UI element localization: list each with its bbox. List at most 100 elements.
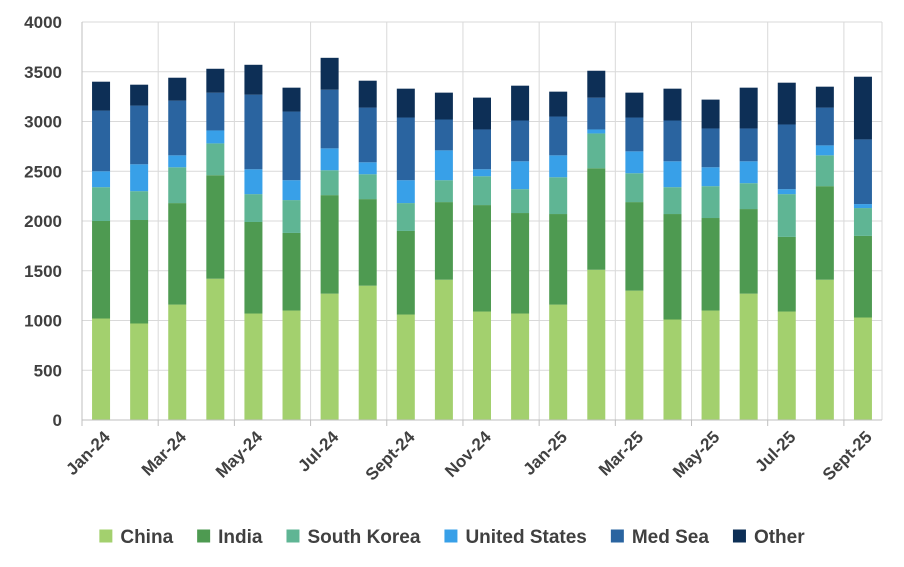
bar-china-jan-24: [92, 318, 111, 420]
legend-item: Med Sea: [610, 527, 710, 548]
legend-label: India: [218, 527, 263, 548]
bar-india-jul-24: [320, 195, 339, 294]
bar-india-dec-24: [511, 213, 530, 314]
bar-south-korea-jun-25: [739, 183, 758, 210]
legend-label: United States: [465, 527, 586, 548]
bar-india-feb-24: [130, 220, 149, 324]
y-tick-label: 1500: [24, 262, 62, 281]
bar-united-states-apr-24: [206, 130, 225, 144]
bar-south-korea-oct-24: [434, 180, 453, 203]
bar-china-aug-25: [815, 279, 834, 420]
bars: [92, 57, 872, 420]
bar-united-states-may-24: [244, 169, 263, 195]
bar-united-states-feb-24: [130, 164, 149, 192]
bar-med-sea-may-25: [701, 128, 720, 168]
bar-united-states-jun-25: [739, 161, 758, 184]
y-tick-label: 1000: [24, 312, 62, 331]
bar-china-sept-24: [396, 314, 415, 420]
bar-united-states-oct-24: [434, 150, 453, 181]
bar-united-states-jul-24: [320, 148, 339, 171]
bar-china-dec-24: [511, 313, 530, 420]
bar-india-apr-25: [663, 214, 682, 320]
bar-other-mar-25: [625, 92, 644, 118]
legend-swatch: [610, 529, 624, 543]
bar-med-sea-may-24: [244, 94, 263, 170]
legend-label: Other: [754, 527, 805, 548]
bar-india-sept-25: [853, 235, 872, 318]
legend-label: Med Sea: [632, 527, 710, 548]
x-tick-label: Sept-24: [362, 427, 419, 484]
bar-med-sea-aug-24: [358, 107, 377, 163]
x-tick-label: May-24: [212, 427, 267, 482]
bar-other-feb-25: [587, 70, 606, 98]
bar-united-states-jul-25: [777, 189, 796, 195]
bar-united-states-may-25: [701, 167, 720, 187]
bar-south-korea-jul-25: [777, 194, 796, 237]
bar-china-nov-24: [473, 311, 491, 420]
legend-item: United States: [444, 527, 587, 548]
bar-south-korea-apr-25: [663, 187, 682, 215]
bar-med-sea-apr-24: [206, 92, 225, 131]
bar-india-may-25: [701, 218, 720, 311]
bar-med-sea-jul-25: [777, 124, 796, 190]
bar-med-sea-nov-24: [473, 129, 491, 170]
legend-item: South Korea: [286, 527, 421, 548]
bar-india-jan-25: [549, 214, 568, 305]
x-tick-label: Jul-25: [751, 427, 799, 475]
legend-swatch: [286, 529, 300, 543]
bar-india-mar-25: [625, 202, 644, 291]
bar-india-feb-25: [587, 168, 606, 270]
bar-china-oct-24: [434, 279, 453, 420]
bar-united-states-aug-24: [358, 162, 377, 175]
y-tick-label: 500: [34, 361, 62, 380]
legend: China India South Korea United States Med Se…: [99, 527, 805, 548]
legend-item: India: [197, 527, 263, 548]
bar-other-sept-24: [396, 88, 415, 118]
bar-south-korea-apr-24: [206, 143, 225, 176]
bar-med-sea-jun-25: [739, 128, 758, 162]
bar-south-korea-jun-24: [282, 200, 301, 233]
bar-china-jun-25: [739, 293, 758, 420]
bar-india-aug-25: [815, 186, 834, 280]
bar-med-sea-jun-24: [282, 111, 301, 181]
bar-china-feb-25: [587, 269, 606, 420]
bar-united-states-feb-25: [587, 129, 606, 134]
bar-india-jun-25: [739, 209, 758, 294]
bar-united-states-jan-25: [549, 155, 568, 178]
bar-united-states-sept-25: [853, 204, 872, 209]
bar-united-states-jan-24: [92, 171, 111, 188]
bar-south-korea-jan-25: [549, 177, 568, 215]
y-tick-label: 2000: [24, 212, 62, 231]
x-tick-label: May-25: [669, 427, 723, 481]
bar-india-jul-25: [777, 236, 796, 312]
bar-south-korea-mar-24: [168, 167, 187, 204]
y-tick-label: 3000: [24, 113, 62, 132]
legend-swatch: [197, 529, 211, 543]
x-tick-label: Mar-25: [595, 427, 647, 479]
bar-united-states-dec-24: [511, 161, 530, 190]
bar-med-sea-jan-24: [92, 110, 111, 172]
bar-south-korea-may-24: [244, 194, 263, 222]
bar-china-jul-24: [320, 293, 339, 420]
bar-med-sea-feb-25: [587, 97, 606, 130]
bar-other-sept-25: [853, 76, 872, 140]
bar-china-may-25: [701, 310, 720, 420]
bar-united-states-mar-24: [168, 155, 187, 168]
y-tick-label: 0: [53, 411, 62, 430]
legend-swatch: [99, 529, 113, 543]
bar-other-may-24: [244, 64, 263, 95]
legend-swatch: [444, 529, 458, 543]
x-tick-label: Mar-24: [138, 427, 191, 480]
bar-china-sept-25: [853, 317, 872, 420]
y-tick-labels: 0 500 1000 1500 2000 2500 3000 3500 4000: [24, 13, 62, 430]
bar-south-korea-feb-24: [130, 191, 149, 221]
bar-south-korea-aug-24: [358, 174, 377, 200]
bar-other-mar-24: [168, 77, 187, 101]
x-tick-label: Jan-24: [62, 427, 114, 479]
bar-med-sea-dec-24: [511, 120, 530, 162]
bar-other-jan-24: [92, 81, 111, 111]
legend-swatch: [732, 529, 746, 543]
bar-india-sept-24: [396, 230, 415, 315]
bar-south-korea-sept-25: [853, 208, 872, 236]
